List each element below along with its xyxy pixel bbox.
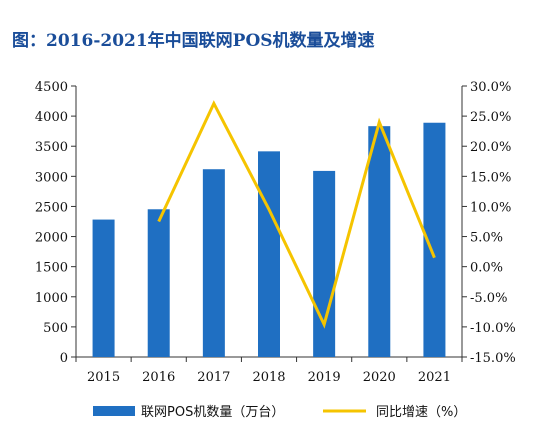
x-tick-label: 2015 xyxy=(87,370,120,385)
x-tick-label: 2016 xyxy=(142,370,175,385)
right-tick-label: -5.0% xyxy=(470,291,507,306)
left-tick-label: 3500 xyxy=(35,140,68,155)
bar-2018 xyxy=(258,151,280,357)
legend: 联网POS机数量（万台） 同比增速（%） xyxy=(93,405,466,420)
bar-2020 xyxy=(368,126,391,358)
right-tick-label: 25.0% xyxy=(470,110,511,125)
legend-line-label: 同比增速（%） xyxy=(376,405,466,420)
left-tick-label: 2000 xyxy=(35,231,68,246)
bar-2017 xyxy=(202,169,225,357)
x-tick-label: 2021 xyxy=(418,370,451,385)
bar-2019 xyxy=(313,170,336,357)
left-y-tick-labels: 0 500 1000 1500 2000 2500 3000 3500 4000 4500 xyxy=(35,80,68,366)
growth-line xyxy=(157,100,436,329)
right-y-tick-labels: -15.0% -10.0% -5.0% 0.0% 5.0% 10.0% 15.0% 20.0%… xyxy=(470,80,516,366)
left-tick-label: 0 xyxy=(60,351,68,366)
x-tick-labels: 2015 2016 2017 2018 2019 2020 2021 xyxy=(87,370,451,385)
x-tick-label: 2019 xyxy=(308,370,341,385)
bar-series xyxy=(92,122,446,358)
left-tick-label: 1500 xyxy=(35,261,68,276)
x-tick-label: 2018 xyxy=(252,370,285,385)
bar-2016 xyxy=(147,209,170,357)
right-tick-label: 30.0% xyxy=(470,80,511,95)
left-tick-label: 4500 xyxy=(35,80,68,95)
right-tick-label: 20.0% xyxy=(470,140,511,155)
right-tick-label: -10.0% xyxy=(470,321,516,336)
line-series xyxy=(157,100,436,329)
left-tick-label: 3000 xyxy=(35,170,68,185)
chart-title: 图：2016-2021年中国联网POS机数量及增速 xyxy=(12,31,375,51)
right-tick-label: 10.0% xyxy=(470,200,511,215)
x-tick-label: 2020 xyxy=(363,370,396,385)
left-tick-label: 4000 xyxy=(35,110,68,125)
left-tick-label: 500 xyxy=(43,321,68,336)
legend-bar-label: 联网POS机数量（万台） xyxy=(141,405,284,420)
bar-2015 xyxy=(92,219,115,357)
right-tick-label: 15.0% xyxy=(470,170,511,185)
right-tick-label: 5.0% xyxy=(470,231,503,246)
left-tick-label: 1000 xyxy=(35,291,68,306)
x-tick-label: 2017 xyxy=(197,370,230,385)
left-tick-label: 2500 xyxy=(35,200,68,215)
right-tick-label: -15.0% xyxy=(470,351,516,366)
bar-2021 xyxy=(423,122,446,357)
right-tick-label: 0.0% xyxy=(470,261,503,276)
legend-bar-swatch xyxy=(93,406,135,416)
